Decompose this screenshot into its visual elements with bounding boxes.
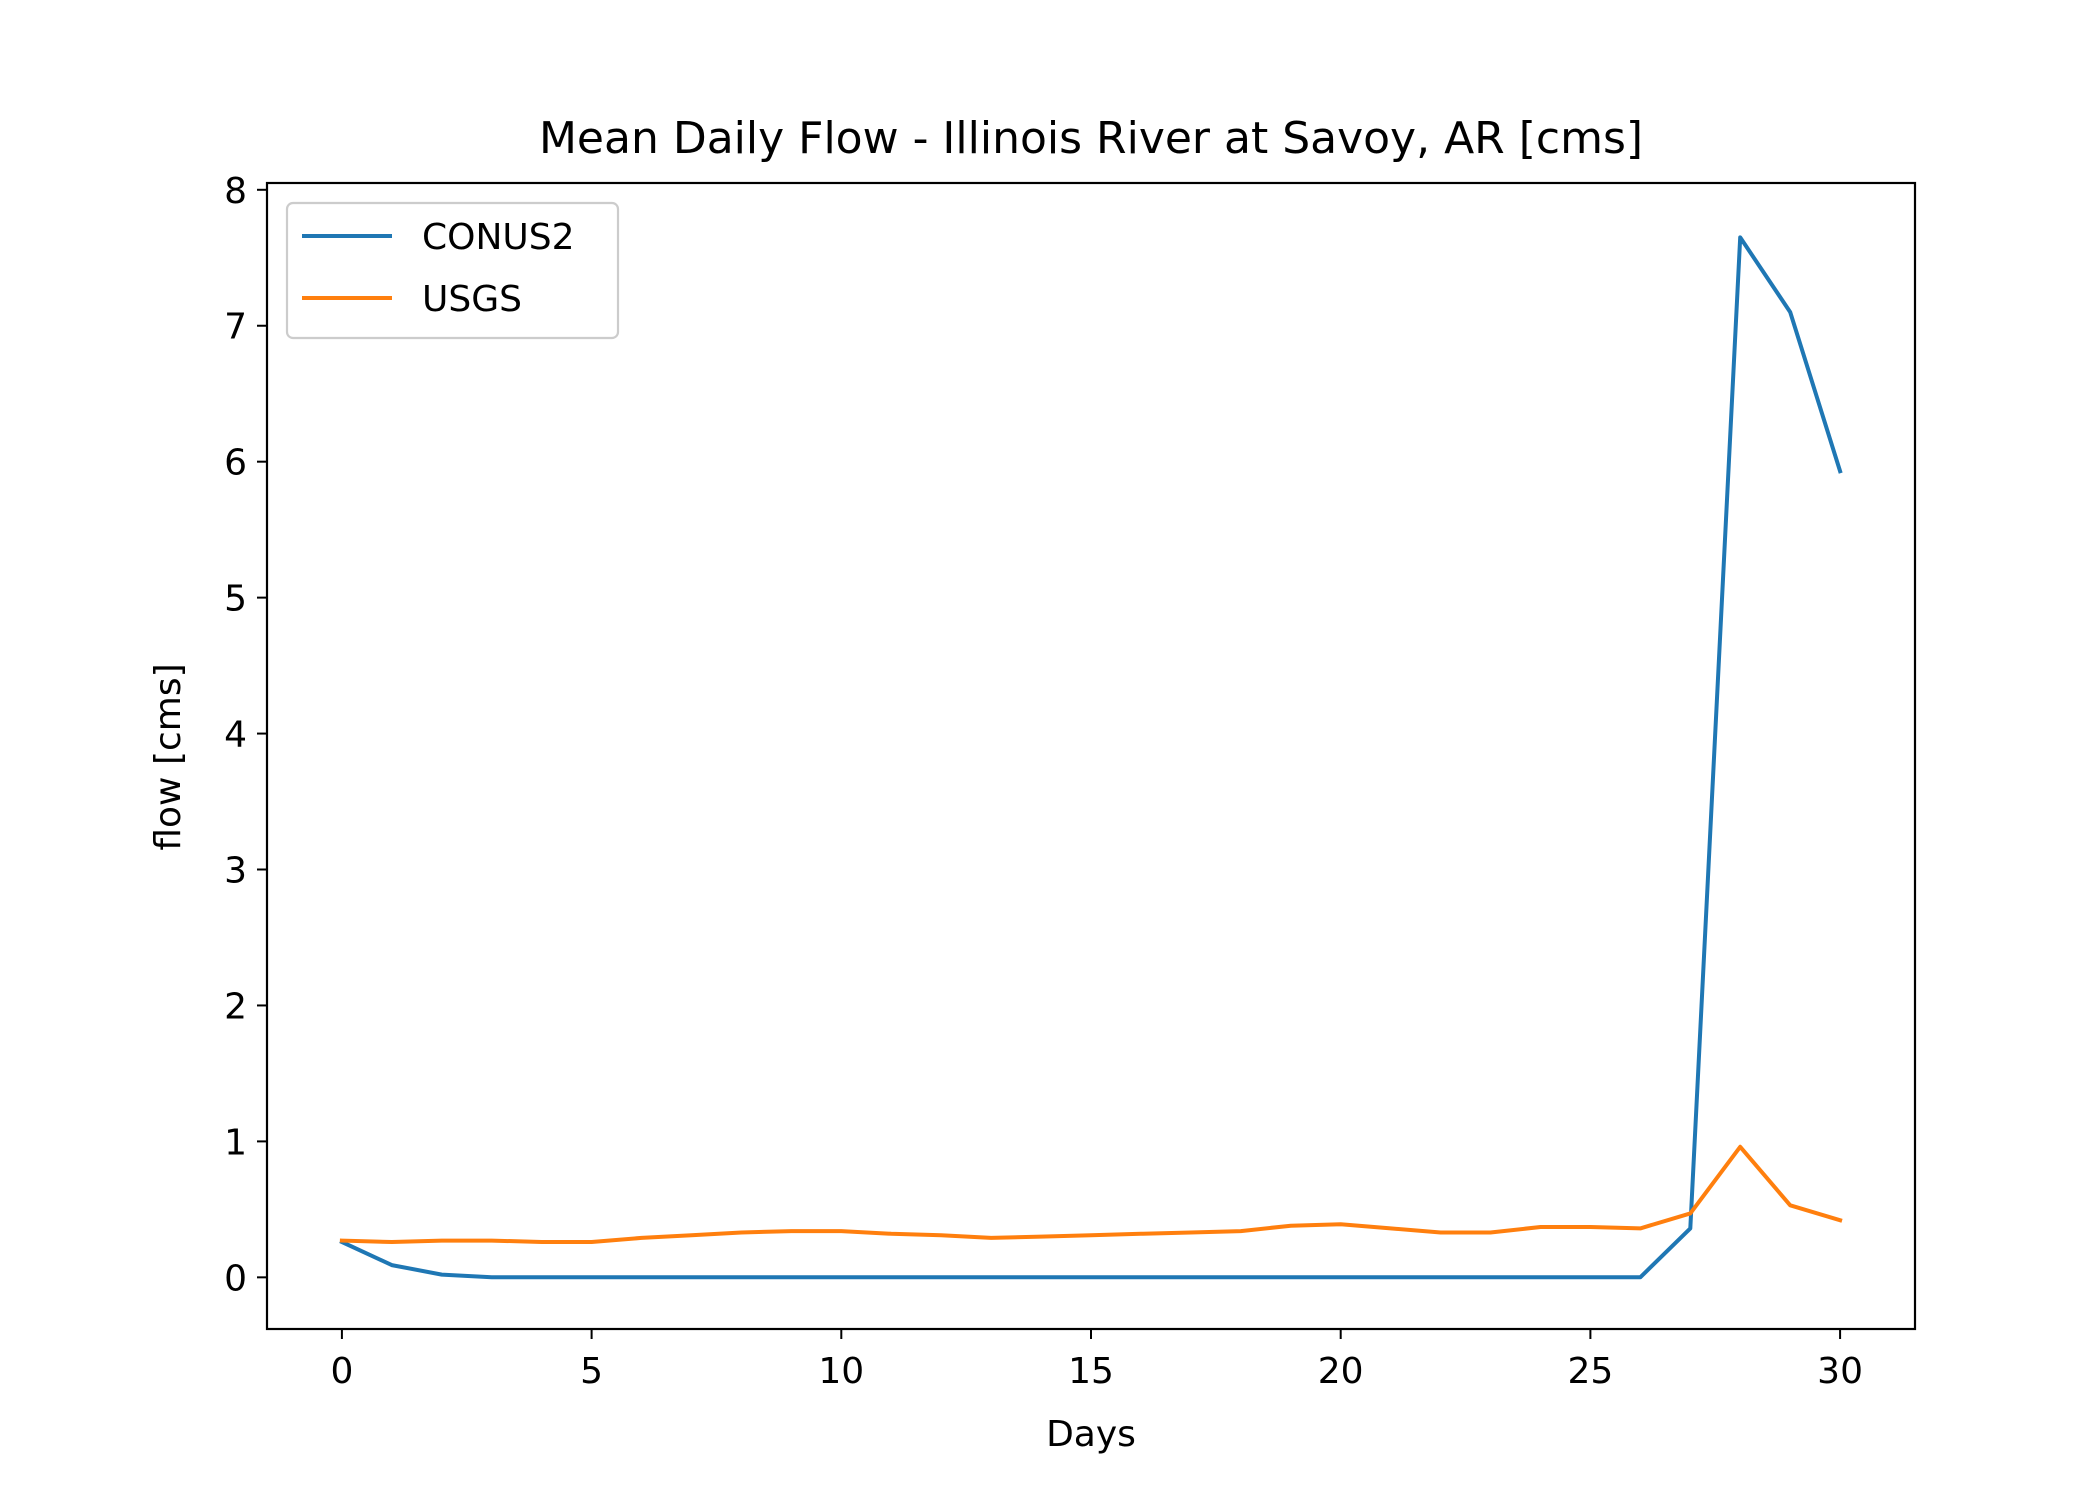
x-tick-label: 10 [818, 1351, 864, 1392]
y-axis-ticks: 0 1 2 3 4 5 6 7 8 [224, 171, 267, 1299]
y-tick-label: 3 [224, 851, 247, 892]
x-axis-label: Days [1046, 1414, 1136, 1455]
y-tick-label: 2 [224, 986, 247, 1027]
y-tick-label: 1 [224, 1122, 247, 1163]
x-tick-label: 0 [330, 1351, 353, 1392]
x-tick-label: 15 [1068, 1351, 1114, 1392]
y-tick-label: 7 [224, 307, 247, 348]
x-tick-label: 20 [1318, 1351, 1364, 1392]
series-layer [339, 235, 1843, 1280]
y-tick-label: 4 [224, 715, 247, 756]
y-tick-label: 6 [224, 443, 247, 484]
x-axis-ticks: 0 5 10 15 20 25 30 [330, 1329, 1863, 1392]
legend-label-conus2: CONUS2 [422, 217, 575, 258]
x-tick-label: 30 [1817, 1351, 1863, 1392]
legend-label-usgs: USGS [422, 279, 522, 320]
chart-title: Mean Daily Flow - Illinois River at Savo… [539, 113, 1643, 164]
y-tick-label: 8 [224, 171, 247, 212]
y-axis-label: flow [cms] [148, 663, 189, 850]
legend: CONUS2 USGS [285, 201, 620, 340]
y-tick-label: 0 [224, 1258, 247, 1299]
x-tick-label: 5 [580, 1351, 603, 1392]
y-tick-label: 5 [224, 579, 247, 620]
x-tick-label: 25 [1567, 1351, 1613, 1392]
plot-area [267, 183, 1915, 1329]
